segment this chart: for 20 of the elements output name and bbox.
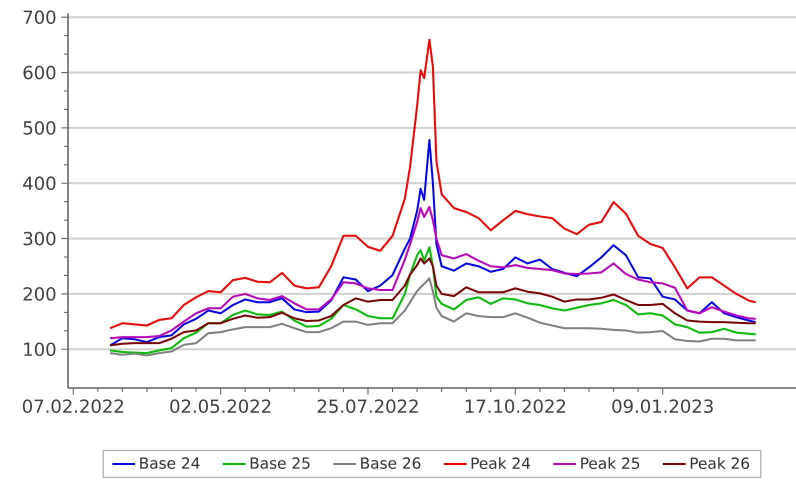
line-series: [109, 246, 757, 354]
y-tick-label: 400: [23, 176, 56, 190]
y-tick-label: 200: [24, 287, 56, 301]
legend-label: Peak 26: [690, 457, 750, 470]
y-tick-label: 300: [24, 232, 56, 246]
y-tick-label: 600: [24, 66, 56, 80]
legend-label: Base 25: [250, 457, 310, 469]
legend-label: Base 26: [361, 457, 420, 469]
legend-label: Base 24: [140, 457, 200, 469]
legend-label: Peak 25: [581, 457, 640, 470]
x-tick-label: 07.02.2022: [22, 399, 123, 413]
legend-label: Peak 24: [472, 457, 530, 470]
y-tick-label: 500: [24, 121, 56, 135]
y-tick-label: 100: [24, 342, 56, 356]
x-tick-label: 02.05.2022: [170, 399, 270, 413]
x-tick-label: 09.01.2023: [612, 399, 713, 413]
y-tick-label: 700: [24, 10, 56, 24]
x-tick-label: 25.07.2022: [318, 399, 418, 413]
x-tick-label: 17.10.2022: [466, 399, 566, 413]
line-series: [109, 139, 757, 346]
